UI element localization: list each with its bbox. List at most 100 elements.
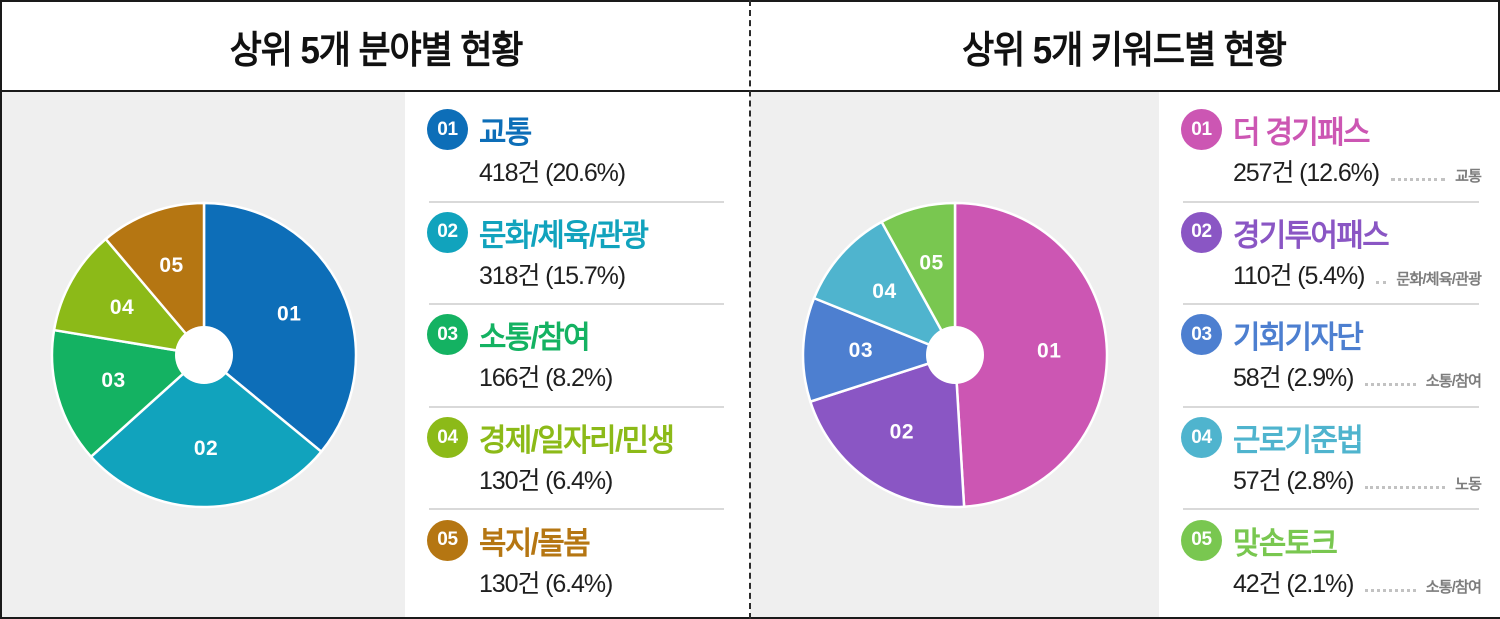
legend-item-04[interactable]: 04 경제/일자리/민생 130건 (6.4%) [427,405,726,509]
legend-item-stats: 57건 (2.8%) 노동 [1181,461,1482,497]
pie-svg-left: 01 02 03 04 05 [50,201,357,508]
legend-item-stats: 130건 (6.4%) [427,564,726,600]
donut-center-hole [174,325,233,384]
legend-item-category-tag: 문화/체육/관광 [1396,270,1482,288]
dotted-leader [1365,588,1416,592]
pie-slice-04[interactable] [52,236,207,357]
pie-slice-01[interactable] [953,201,1108,508]
panel-title-bar-left: 상위 5개 분야별 현황 [2,0,750,92]
legend-item-stats: 130건 (6.4%) [427,461,726,497]
legend-item-head: 02 경기투어패스 [1181,210,1481,255]
rank-badge: 05 [1181,519,1222,561]
legend-item-01[interactable]: 01 교통 418건 (20.6%) [427,98,726,201]
legend-item-label: 경제/일자리/민생 [479,423,675,459]
page-title-left: 상위 5개 분야별 현황 [229,29,524,72]
legend-keywords: 01 더 경기패스 257건 (12.6%) 교통 02 경기투어패스 110건 (5.4%… [1159,92,1500,617]
pie-slice-label-01: 01 [1037,339,1061,362]
pie-slice-02[interactable] [808,352,965,508]
pie-slice-01[interactable] [202,201,357,453]
pie-slice-label-03: 03 [101,368,125,391]
panel-body-right: 01 02 03 04 05 01 더 경기패스 257건 (12.6%) 교통 02 경기투어패… [750,92,1500,619]
panel-categories: 상위 5개 분야별 현황 01 02 03 04 05 01 교통 418건 (20.6%)… [0,0,750,619]
legend-item-count: 130건 (6.4%) [479,569,613,598]
rank-badge: 04 [427,417,468,459]
legend-item-02[interactable]: 02 문화/체육/관광 318건 (15.7%) [427,200,726,304]
legend-item-stats: 257건 (12.6%) 교통 [1181,153,1482,189]
legend-item-label: 기회기자단 [1233,320,1364,356]
legend-item-count: 418건 (20.6%) [479,159,626,188]
rank-badge: 02 [1181,211,1222,253]
legend-item-count: 42건 (2.1%) [1233,569,1354,598]
legend-item-category-tag: 소통/참여 [1425,373,1482,391]
legend-item-head: 04 근로기준법 [1181,415,1481,460]
panel-divider [749,0,751,619]
legend-item-head: 02 문화/체육/관광 [427,210,726,255]
legend-item-label: 소통/참여 [479,320,591,356]
legend-item-stats: 58건 (2.9%) 소통/참여 [1181,358,1482,394]
pie-slice-label-02: 02 [889,420,913,443]
legend-item-04[interactable]: 04 근로기준법 57건 (2.8%) 노동 [1181,405,1482,509]
pie-slice-03[interactable] [801,295,959,403]
legend-item-count: 110건 (5.4%) [1233,261,1365,290]
legend-item-head: 04 경제/일자리/민생 [427,415,726,460]
pie-slice-05[interactable] [879,201,956,356]
rank-badge: 03 [1181,314,1222,356]
page-title-right: 상위 5개 키워드별 현황 [962,29,1287,72]
legend-item-head: 01 더 경기패스 [1181,107,1481,152]
legend-categories: 01 교통 418건 (20.6%) 02 문화/체육/관광 318건 (15.7%) 03… [405,92,750,617]
legend-item-head: 01 교통 [427,107,726,152]
legend-item-label: 교통 [479,115,532,151]
legend-item-category-tag: 노동 [1455,476,1482,494]
legend-item-label: 문화/체육/관광 [479,217,649,253]
legend-item-03[interactable]: 03 소통/참여 166건 (8.2%) [427,303,726,406]
legend-item-label: 근로기준법 [1233,423,1364,459]
pie-slice-05[interactable] [103,201,205,358]
pie-slice-label-04: 04 [872,280,896,303]
legend-item-stats: 418건 (20.6%) [427,153,726,189]
pie-slice-label-02: 02 [193,436,217,459]
legend-item-05[interactable]: 05 맞손토크 42건 (2.1%) 소통/참여 [1181,508,1482,611]
pie-slice-label-01: 01 [277,302,301,325]
legend-item-head: 03 소통/참여 [427,312,726,357]
pie-chart-categories: 01 02 03 04 05 [2,92,405,617]
legend-item-count: 57건 (2.8%) [1233,467,1354,496]
rank-badge: 05 [427,519,468,561]
donut-center-hole [925,325,984,384]
pie-slice-03[interactable] [50,328,207,458]
dotted-leader [1365,383,1416,387]
legend-item-count: 166건 (8.2%) [479,364,613,393]
legend-item-count: 257건 (12.6%) [1233,159,1380,188]
pie-slice-label-05: 05 [919,251,943,274]
legend-item-03[interactable]: 03 기회기자단 58건 (2.9%) 소통/참여 [1181,303,1482,406]
legend-item-05[interactable]: 05 복지/돌봄 130건 (6.4%) [427,508,726,611]
legend-item-stats: 110건 (5.4%) 문화/체육/관광 [1181,256,1482,292]
legend-item-head: 05 복지/돌봄 [427,518,726,563]
pie-slice-label-03: 03 [848,339,872,362]
legend-item-count: 58건 (2.9%) [1233,364,1354,393]
rank-badge: 01 [1181,109,1222,151]
pie-chart-keywords: 01 02 03 04 05 [750,92,1159,617]
legend-item-head: 03 기회기자단 [1181,312,1481,357]
pie-slice-label-04: 04 [109,296,133,319]
dotted-leader [1376,280,1387,284]
legend-item-stats: 42건 (2.1%) 소통/참여 [1181,564,1482,600]
panel-title-bar-right: 상위 5개 키워드별 현황 [750,0,1498,92]
pie-slice-02[interactable] [88,352,323,508]
dotted-leader [1365,486,1446,490]
legend-item-label: 맞손토크 [1233,525,1338,561]
legend-item-stats: 166건 (8.2%) [427,358,726,394]
legend-item-01[interactable]: 01 더 경기패스 257건 (12.6%) 교통 [1181,98,1482,201]
pie-wrap-right: 01 02 03 04 05 [799,199,1111,511]
legend-item-label: 더 경기패스 [1233,115,1370,151]
legend-item-02[interactable]: 02 경기투어패스 110건 (5.4%) 문화/체육/관광 [1181,200,1482,304]
rank-badge: 02 [427,211,468,253]
pie-slice-04[interactable] [811,219,958,357]
legend-item-count: 130건 (6.4%) [479,467,613,496]
rank-badge: 03 [427,314,468,356]
panel-keywords: 상위 5개 키워드별 현황 01 02 03 04 05 01 더 경기패스 257건 (1… [750,0,1500,619]
panel-body-left: 01 02 03 04 05 01 교통 418건 (20.6%) 02 문화/체육/관광 318… [2,92,750,619]
legend-item-label: 복지/돌봄 [479,525,591,561]
legend-item-head: 05 맞손토크 [1181,518,1481,563]
pie-wrap-left: 01 02 03 04 05 [48,199,360,511]
